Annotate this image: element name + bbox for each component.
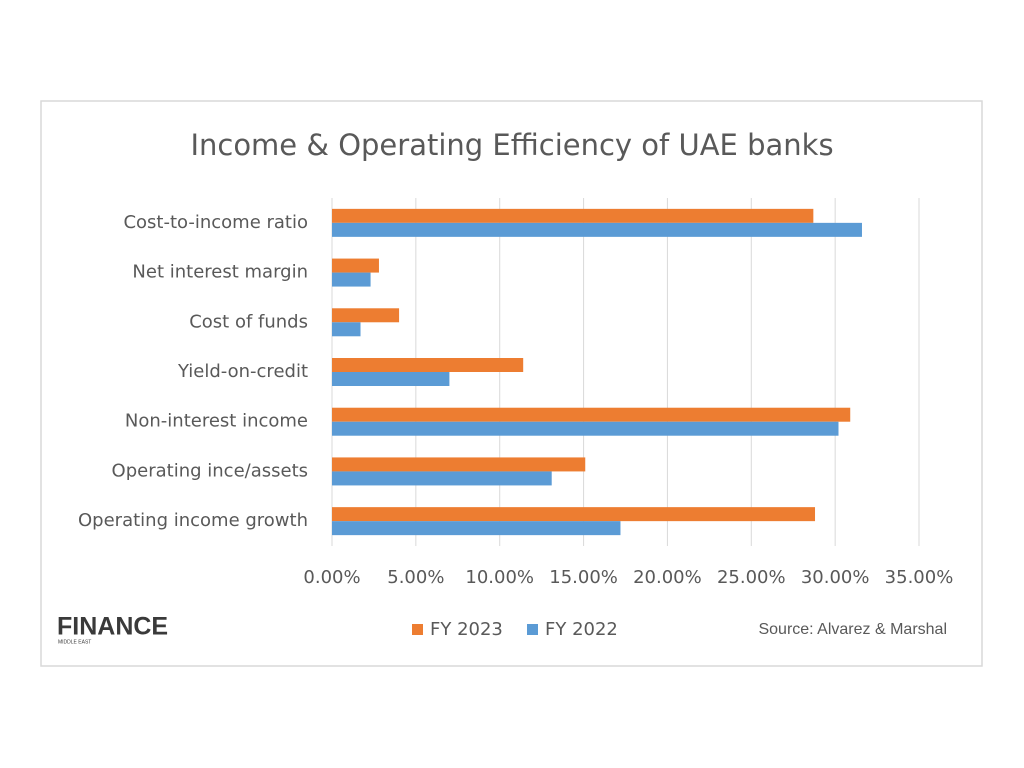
bar — [332, 372, 450, 386]
bar — [332, 471, 552, 486]
logo-subtext: MIDDLE EAST — [58, 639, 91, 645]
y-tick-label: Yield-on-credit — [177, 361, 308, 382]
y-tick-label: Cost of funds — [189, 311, 308, 332]
bar — [332, 258, 379, 273]
bar — [332, 407, 851, 422]
x-tick-label: 10.00% — [465, 567, 534, 588]
y-tick-label: Operating income growth — [78, 510, 308, 531]
x-tick-label: 15.00% — [549, 567, 618, 588]
y-tick-label: Cost-to-income ratio — [123, 212, 308, 233]
legend-swatch — [527, 624, 538, 635]
x-tick-label: 0.00% — [303, 567, 360, 588]
legend-label: FY 2023 — [430, 619, 503, 640]
bar — [332, 308, 400, 323]
y-tick-label: Operating ince/assets — [112, 460, 308, 481]
x-tick-label: 20.00% — [633, 567, 702, 588]
bar — [332, 222, 862, 237]
bar — [332, 358, 524, 372]
bar — [332, 457, 586, 472]
bar — [332, 272, 371, 287]
x-tick-label: 5.00% — [387, 567, 444, 588]
bar — [332, 208, 814, 223]
chart-title: Income & Operating Efficiency of UAE ban… — [190, 128, 833, 162]
x-tick-label: 25.00% — [717, 567, 786, 588]
logo: FINANCE — [57, 613, 168, 641]
x-tick-label: 35.00% — [885, 567, 954, 588]
y-tick-label: Non-interest income — [125, 411, 308, 432]
legend-swatch — [412, 624, 423, 635]
legend-label: FY 2022 — [545, 619, 618, 640]
chart-frame — [40, 100, 983, 667]
bar — [332, 507, 816, 522]
x-tick-label: 30.00% — [801, 567, 870, 588]
source: Source: Alvarez & Marshal — [758, 621, 947, 638]
bar — [332, 521, 621, 536]
bar — [332, 322, 361, 337]
bar — [332, 421, 839, 436]
y-tick-label: Net interest margin — [132, 262, 308, 283]
